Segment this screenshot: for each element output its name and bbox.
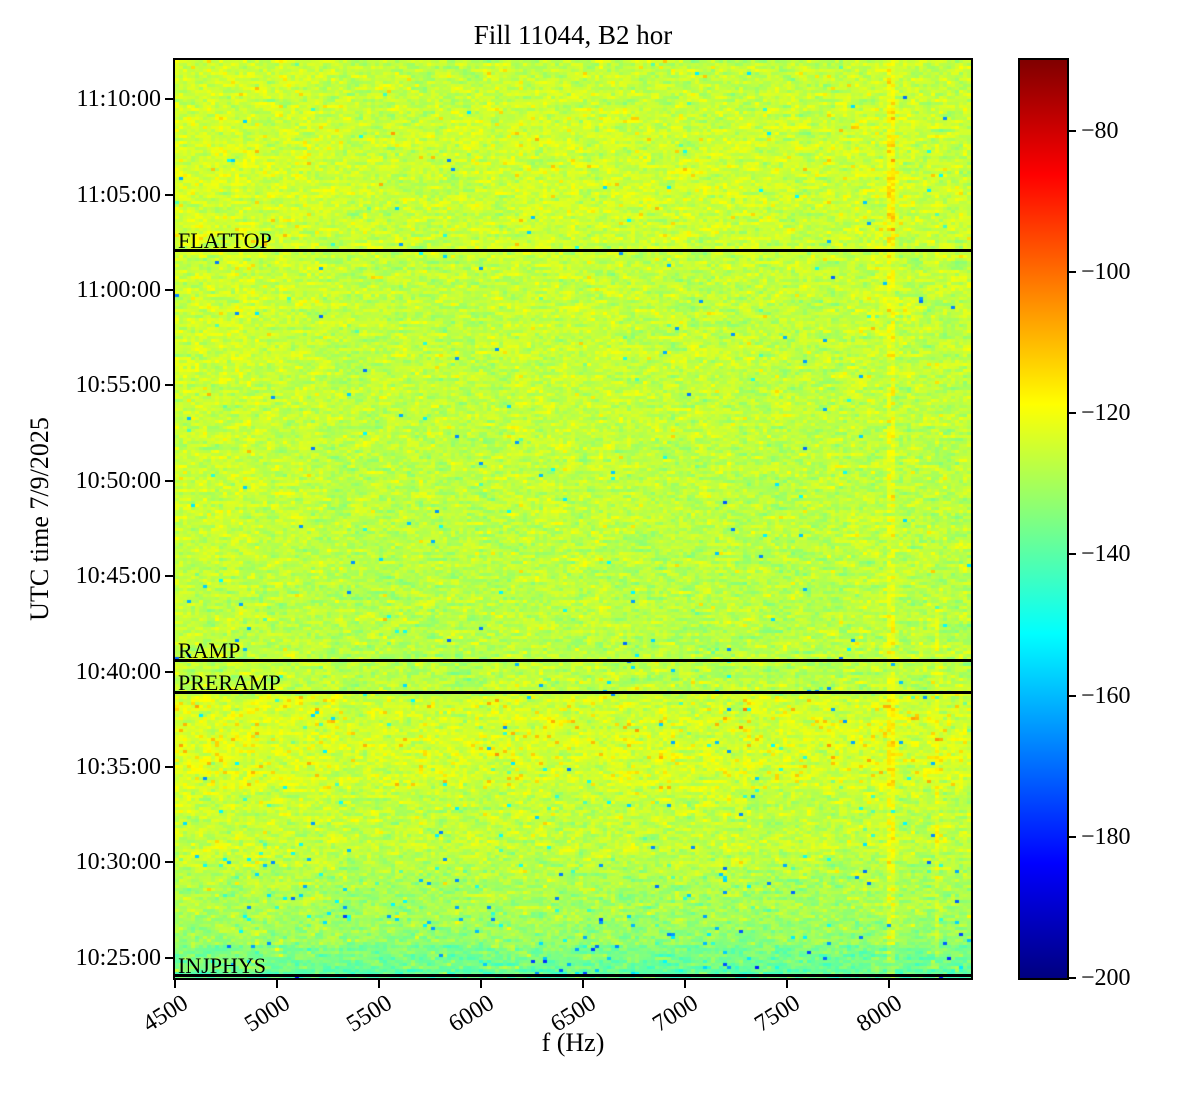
y-tick-label: 10:45:00: [75, 563, 161, 590]
y-tick-label: 11:00:00: [76, 277, 161, 304]
y-tick-mark: [165, 765, 175, 768]
beam-mode-label-flattop: FLATTOP: [178, 228, 272, 254]
x-tick-mark: [378, 978, 381, 988]
y-tick-label: 10:55:00: [75, 372, 161, 399]
colorbar-tick-label: −80: [1081, 117, 1119, 144]
x-tick-mark: [480, 978, 483, 988]
plot-area: [173, 58, 973, 980]
y-tick-label: 11:05:00: [76, 181, 161, 208]
beam-mode-label-injphys: INJPHYS: [178, 953, 267, 978]
x-tick-mark: [888, 978, 891, 988]
y-tick-mark: [165, 956, 175, 959]
x-axis-label: f (Hz): [541, 1028, 605, 1057]
colorbar-tick-label: −100: [1081, 258, 1131, 285]
colorbar-tick-label: −160: [1081, 682, 1131, 709]
x-tick-mark: [582, 978, 585, 988]
spectrogram-heatmap: [175, 60, 971, 978]
y-tick-mark: [165, 193, 175, 196]
y-tick-mark: [165, 670, 175, 673]
colorbar-tick-mark: [1067, 270, 1076, 273]
y-tick-mark: [165, 575, 175, 578]
colorbar-tick-label: −200: [1081, 965, 1131, 991]
colorbar: [1018, 58, 1069, 980]
colorbar-tick-mark: [1067, 694, 1076, 697]
beam-mode-line-preramp: [175, 691, 971, 695]
colorbar-tick-mark: [1067, 129, 1076, 132]
y-tick-label: 10:50:00: [75, 467, 161, 494]
x-tick-mark: [786, 978, 789, 988]
y-tick-mark: [165, 384, 175, 387]
y-axis-label: UTC time 7/9/2025: [25, 417, 54, 621]
y-tick-label: 11:10:00: [76, 86, 161, 113]
x-tick-mark: [174, 978, 176, 988]
colorbar-tick-mark: [1067, 412, 1076, 415]
y-tick-mark: [165, 98, 175, 101]
beam-mode-label-preramp: PRERAMP: [178, 670, 281, 696]
beam-mode-line-injphys: [175, 974, 971, 977]
colorbar-tick-mark: [1067, 553, 1076, 556]
x-tick-mark: [276, 978, 279, 988]
beam-mode-label-ramp: RAMP: [178, 638, 241, 664]
chart-title: Fill 11044, B2 hor: [473, 20, 673, 50]
colorbar-tick-label: −120: [1081, 400, 1131, 427]
y-tick-label: 10:25:00: [75, 944, 161, 971]
beam-mode-line-flattop: [175, 249, 971, 253]
y-tick-mark: [165, 861, 175, 864]
y-tick-label: 10:30:00: [75, 849, 161, 876]
x-tick-mark: [684, 978, 687, 988]
colorbar-tick-mark: [1067, 977, 1076, 979]
y-tick-label: 10:40:00: [75, 658, 161, 685]
y-tick-label: 10:35:00: [75, 753, 161, 780]
beam-mode-line-ramp: [175, 659, 971, 663]
y-tick-mark: [165, 289, 175, 292]
y-tick-mark: [165, 479, 175, 482]
colorbar-gradient: [1020, 60, 1067, 978]
colorbar-tick-mark: [1067, 835, 1076, 838]
colorbar-tick-label: −140: [1081, 541, 1131, 568]
colorbar-tick-label: −180: [1081, 823, 1131, 850]
